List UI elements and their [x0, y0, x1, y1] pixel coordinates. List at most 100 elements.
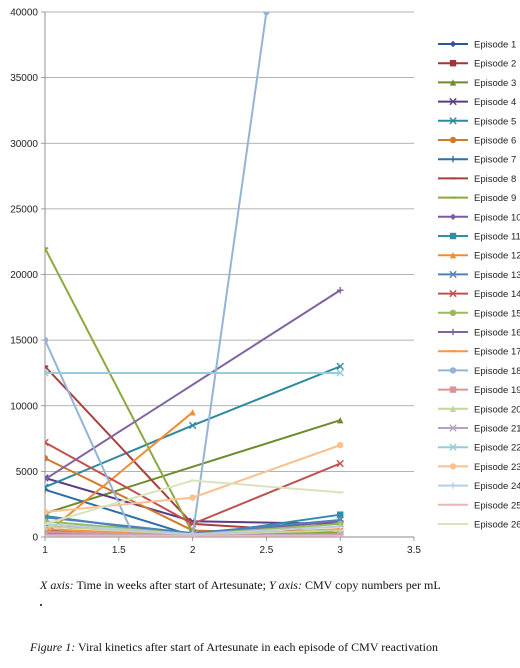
legend-label: Episode 20	[474, 404, 520, 415]
legend-label: Episode 9	[474, 193, 516, 204]
series-line	[45, 476, 341, 525]
legend-item: Episode 20	[438, 404, 520, 415]
legend-item: Episode 18	[438, 366, 520, 377]
data-point	[45, 369, 49, 377]
legend-label: Episode 10	[474, 212, 520, 223]
data-point	[336, 369, 344, 377]
legend-item: Episode 23	[438, 462, 520, 473]
legend-item: Episode 4	[438, 97, 516, 108]
legend-marker	[449, 97, 457, 106]
data-point	[336, 459, 344, 468]
x-tick-label: 2.5	[259, 545, 273, 556]
y-tick-label: 20000	[10, 270, 38, 281]
legend-item: Episode 17	[438, 347, 520, 358]
y-tick-label: 10000	[10, 401, 38, 412]
legend-marker	[449, 482, 457, 489]
data-point	[45, 508, 49, 516]
legend-item: Episode 25	[438, 500, 520, 511]
legend-label: Episode 13	[474, 270, 520, 281]
y-tick-label: 30000	[10, 139, 38, 150]
data-point	[337, 523, 344, 530]
figure-caption-label: Figure 1:	[30, 640, 76, 654]
series-14	[45, 438, 344, 528]
legend-item: Episode 1	[438, 40, 516, 51]
data-point	[337, 511, 344, 518]
data-point	[45, 438, 49, 447]
legend-item: Episode 13	[438, 270, 520, 281]
legend-label: Episode 3	[474, 78, 516, 89]
legend-marker	[449, 270, 457, 279]
data-point	[45, 474, 49, 482]
legend: Episode 1 Episode 2 Episode 3 Episode 4 Epis…	[438, 40, 520, 531]
legend-label: Episode 14	[474, 289, 520, 300]
legend-marker	[449, 424, 457, 432]
legend-item: Episode 10	[438, 212, 520, 223]
y-tick-label: 35000	[10, 73, 38, 84]
legend-marker	[449, 405, 457, 412]
y-tick-label: 25000	[10, 204, 38, 215]
series-line	[45, 411, 194, 536]
data-point	[45, 455, 49, 462]
series-26	[45, 479, 344, 525]
legend-item: Episode 24	[438, 481, 520, 492]
axis-caption: X axis: Time in weeks after start of Art…	[40, 578, 441, 593]
legend-label: Episode 17	[474, 347, 520, 358]
stray-dot	[40, 604, 42, 606]
series-line	[45, 479, 341, 525]
series-16	[45, 287, 344, 483]
legend-label: Episode 6	[474, 136, 516, 147]
legend-item: Episode 6	[438, 136, 516, 147]
legend-item: Episode 21	[438, 424, 520, 435]
legend-marker	[449, 79, 457, 86]
gridlines	[45, 11, 414, 472]
legend-item: Episode 2	[438, 59, 516, 70]
legend-label: Episode 22	[474, 443, 520, 454]
legend-item: Episode 15	[438, 308, 520, 319]
series-23	[45, 441, 344, 516]
x-tick-label: 1	[42, 545, 48, 556]
legend-label: Episode 26	[474, 520, 520, 531]
x-axis-caption-label: X axis:	[40, 578, 74, 592]
y-axis-ticks: 0 5000 10000 15000 20000 25000 30000 35000 40000	[10, 8, 45, 544]
data-point	[45, 336, 49, 344]
line-chart: 0 5000 10000 15000 20000 25000 30000 35000 40000…	[10, 8, 520, 557]
series-lines	[45, 12, 344, 537]
legend-item: Episode 14	[438, 289, 520, 300]
legend-item: Episode 19	[438, 385, 520, 396]
legend-label: Episode 15	[474, 308, 520, 319]
legend-marker	[449, 60, 457, 67]
legend-label: Episode 23	[474, 462, 520, 473]
x-tick-label: 3	[337, 545, 343, 556]
legend-marker	[449, 213, 457, 220]
series-line	[45, 419, 341, 515]
legend-label: Episode 1	[474, 40, 516, 51]
legend-label: Episode 8	[474, 174, 516, 185]
legend-marker	[449, 367, 457, 374]
legend-label: Episode 7	[474, 155, 516, 166]
data-point	[263, 12, 270, 16]
x-tick-label: 2	[190, 545, 196, 556]
legend-label: Episode 21	[474, 424, 520, 435]
legend-item: Episode 9	[438, 193, 516, 204]
y-tick-label: 0	[32, 533, 38, 544]
y-tick-label: 40000	[10, 8, 38, 19]
legend-label: Episode 19	[474, 385, 520, 396]
legend-marker	[449, 309, 457, 316]
legend-item: Episode 26	[438, 520, 520, 531]
legend-label: Episode 16	[474, 328, 520, 339]
figure-caption-text: Viral kinetics after start of Artesunate…	[75, 640, 438, 654]
legend-marker	[449, 386, 457, 393]
series-line	[45, 444, 341, 514]
legend-item: Episode 12	[438, 251, 520, 262]
legend-item: Episode 22	[438, 443, 520, 454]
legend-marker	[449, 443, 457, 451]
x-axis-caption-text: Time in weeks after start of Artesunate;	[73, 578, 269, 592]
series-22	[45, 369, 344, 377]
data-point	[336, 362, 344, 371]
x-tick-label: 1.5	[112, 545, 126, 556]
x-axis-ticks: 1 1.5 2 2.5 3 3.5	[42, 537, 421, 556]
legend-label: Episode 24	[474, 481, 520, 492]
legend-label: Episode 5	[474, 116, 516, 127]
legend-label: Episode 11	[474, 232, 520, 243]
data-point	[45, 486, 49, 493]
